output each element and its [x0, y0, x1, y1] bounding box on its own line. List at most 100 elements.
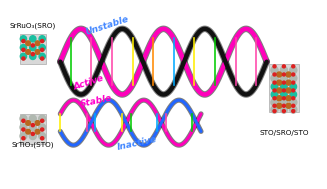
- Circle shape: [286, 80, 291, 85]
- Circle shape: [277, 80, 282, 85]
- FancyBboxPatch shape: [269, 64, 299, 112]
- Circle shape: [283, 65, 285, 68]
- Circle shape: [29, 115, 36, 122]
- Circle shape: [280, 99, 287, 106]
- Circle shape: [30, 44, 36, 51]
- Circle shape: [280, 67, 287, 74]
- Circle shape: [280, 106, 287, 113]
- Circle shape: [20, 133, 27, 139]
- Circle shape: [39, 133, 46, 139]
- Circle shape: [22, 48, 25, 51]
- Circle shape: [20, 44, 26, 51]
- Circle shape: [283, 81, 285, 84]
- Circle shape: [283, 110, 285, 113]
- Circle shape: [271, 99, 278, 106]
- Circle shape: [283, 97, 285, 100]
- Circle shape: [30, 53, 36, 60]
- Circle shape: [273, 73, 276, 76]
- Circle shape: [39, 36, 45, 42]
- Circle shape: [26, 41, 30, 46]
- Circle shape: [290, 67, 297, 74]
- Circle shape: [41, 128, 44, 131]
- Circle shape: [290, 75, 297, 82]
- Circle shape: [41, 119, 44, 122]
- Circle shape: [290, 83, 297, 90]
- Circle shape: [290, 99, 297, 106]
- Circle shape: [31, 132, 34, 136]
- Circle shape: [271, 83, 278, 90]
- Circle shape: [290, 91, 297, 98]
- Circle shape: [271, 106, 278, 113]
- Circle shape: [26, 50, 30, 54]
- Circle shape: [20, 36, 26, 42]
- Text: STO/SRO/STO: STO/SRO/STO: [259, 130, 309, 136]
- Circle shape: [283, 73, 285, 76]
- Circle shape: [35, 41, 40, 46]
- Circle shape: [22, 40, 25, 43]
- Circle shape: [292, 97, 295, 100]
- Circle shape: [22, 137, 25, 140]
- Circle shape: [286, 88, 291, 93]
- Circle shape: [22, 119, 25, 122]
- Circle shape: [20, 53, 26, 60]
- FancyBboxPatch shape: [20, 34, 46, 64]
- Circle shape: [41, 57, 44, 60]
- FancyBboxPatch shape: [20, 114, 46, 144]
- Circle shape: [277, 88, 282, 93]
- Circle shape: [22, 128, 25, 131]
- Circle shape: [39, 115, 46, 122]
- Circle shape: [30, 36, 36, 42]
- Circle shape: [273, 89, 276, 92]
- Circle shape: [35, 50, 40, 54]
- Circle shape: [41, 40, 44, 43]
- Text: SrRuO₃(SRO): SrRuO₃(SRO): [10, 23, 56, 29]
- Circle shape: [292, 81, 295, 84]
- Circle shape: [281, 83, 287, 90]
- Circle shape: [35, 121, 40, 125]
- Circle shape: [292, 73, 295, 76]
- Circle shape: [271, 75, 278, 82]
- Circle shape: [29, 124, 36, 131]
- Circle shape: [22, 57, 25, 60]
- Circle shape: [277, 72, 282, 77]
- Circle shape: [26, 129, 30, 134]
- Circle shape: [20, 124, 27, 131]
- Circle shape: [39, 124, 46, 131]
- Circle shape: [292, 104, 295, 107]
- Text: Active: Active: [73, 74, 106, 92]
- Circle shape: [292, 65, 295, 68]
- Circle shape: [290, 106, 297, 113]
- Text: Stable: Stable: [79, 93, 113, 109]
- Circle shape: [271, 91, 278, 98]
- Text: Inactive: Inactive: [117, 135, 158, 152]
- Circle shape: [286, 96, 291, 101]
- Circle shape: [273, 81, 276, 84]
- Circle shape: [281, 91, 287, 98]
- Circle shape: [273, 110, 276, 113]
- Circle shape: [41, 137, 44, 140]
- Circle shape: [286, 103, 291, 108]
- Circle shape: [283, 104, 285, 107]
- Circle shape: [273, 97, 276, 100]
- Circle shape: [31, 124, 34, 127]
- Circle shape: [35, 129, 40, 134]
- Circle shape: [31, 44, 34, 47]
- Circle shape: [292, 110, 295, 113]
- Circle shape: [41, 48, 44, 51]
- Circle shape: [20, 115, 27, 122]
- Circle shape: [31, 53, 34, 56]
- Circle shape: [277, 96, 282, 101]
- Circle shape: [29, 133, 36, 139]
- Circle shape: [292, 89, 295, 92]
- Circle shape: [273, 104, 276, 107]
- Text: SrTiO₃(STO): SrTiO₃(STO): [11, 142, 54, 148]
- Circle shape: [26, 121, 30, 125]
- Circle shape: [283, 89, 285, 92]
- Circle shape: [277, 103, 282, 108]
- Circle shape: [271, 67, 278, 74]
- Circle shape: [286, 72, 291, 77]
- Circle shape: [273, 65, 276, 68]
- Circle shape: [39, 53, 45, 60]
- Circle shape: [39, 44, 45, 51]
- Circle shape: [280, 75, 287, 82]
